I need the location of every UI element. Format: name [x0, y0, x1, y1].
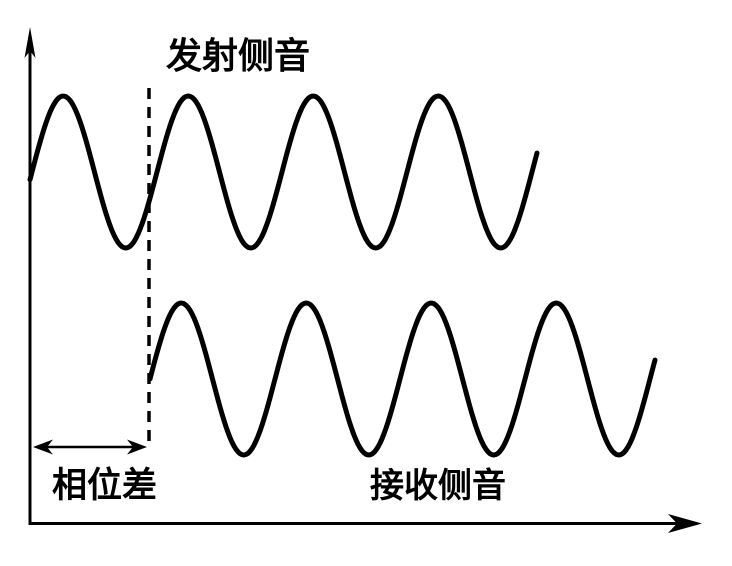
received-wave — [147, 300, 658, 458]
received-wave-label: 接收侧音 — [370, 467, 506, 505]
y-axis-arrowhead-icon — [24, 27, 36, 58]
x-axis-arrowhead-icon — [668, 514, 702, 533]
transmitted-wave-label: 发射侧音 — [166, 36, 310, 76]
phase-difference-arrowhead-right-icon — [127, 439, 147, 455]
phase-difference-label: 相位差 — [52, 466, 157, 505]
transmitted-wave — [27, 93, 540, 251]
phase-difference-arrowhead-left-icon — [33, 439, 53, 455]
